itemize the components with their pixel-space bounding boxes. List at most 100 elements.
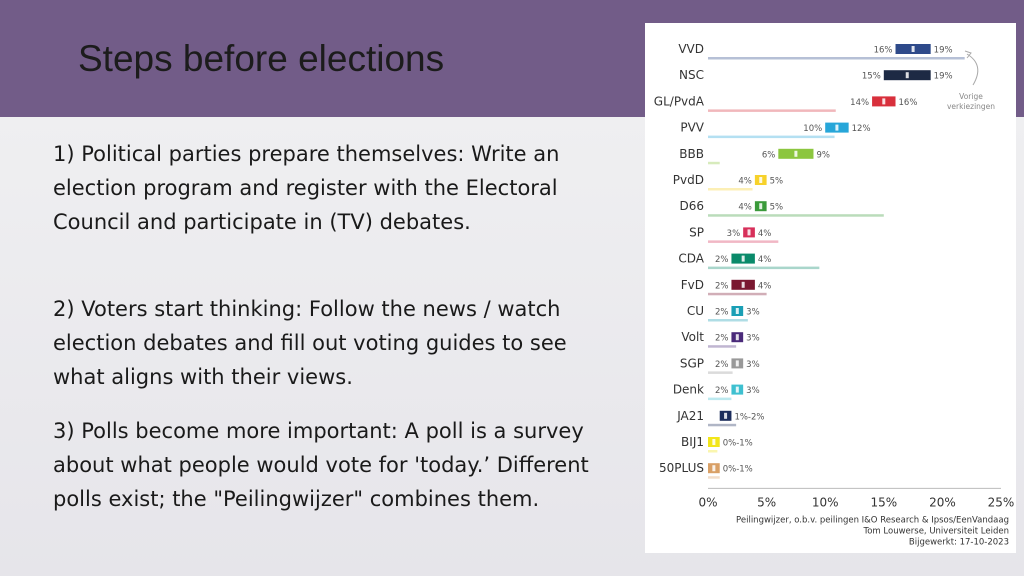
range-high-label: 3%	[746, 308, 760, 318]
range-high-label: 12%	[852, 124, 871, 134]
party-label: D66	[679, 199, 704, 213]
previous-election-bar	[708, 109, 836, 112]
range-low-label: 2%	[715, 281, 729, 291]
poll-midpoint-mark	[735, 334, 739, 341]
previous-election-bar	[708, 476, 720, 479]
poll-midpoint-mark	[911, 46, 915, 52]
previous-election-bar	[708, 345, 737, 348]
previous-election-bar	[708, 397, 732, 401]
poll-midpoint-mark	[747, 229, 751, 236]
range-high-label: 3%	[746, 334, 760, 344]
previous-election-bar	[708, 161, 720, 165]
annotation-label-line2: verkiezingen	[947, 102, 995, 111]
previous-election-bar	[708, 240, 779, 243]
range-high-label: 4%	[758, 255, 772, 265]
party-label: FvD	[681, 278, 704, 292]
range-high-label: 4%	[758, 229, 772, 239]
chart-credit-line: Peilingwijzer, o.b.v. peilingen I&O Rese…	[736, 515, 1009, 525]
range-low-label: 14%	[850, 98, 869, 108]
party-label: 50PLUS	[659, 461, 704, 475]
poll-chart-panel: VVD 16% 19% NSC 15% 19% GL/PvdA 14% 16% PVV 10% 12%…	[645, 23, 1016, 553]
annotation-arrow	[966, 53, 979, 86]
party-label: JA21	[676, 409, 704, 423]
poll-midpoint-mark	[712, 465, 716, 472]
previous-election-bar	[708, 319, 748, 322]
annotation-arrowhead	[964, 50, 972, 59]
party-label: GL/PvdA	[654, 94, 705, 108]
range-high-label: 3%	[746, 386, 760, 396]
annotation-label-line1: Vorige	[959, 92, 983, 101]
range-high-label: 5%	[770, 177, 784, 187]
range-low-label: 4%	[738, 203, 752, 213]
poll-midpoint-mark	[724, 412, 728, 419]
previous-election-bar	[708, 57, 965, 60]
range-low-label: 6%	[762, 150, 776, 160]
party-label: VVD	[678, 42, 704, 56]
party-label: BBB	[679, 147, 704, 161]
chart-credit-line: Bijgewerkt: 17-10-2023	[909, 537, 1009, 547]
poll-midpoint-mark	[741, 255, 745, 262]
range-high-label: 19%	[934, 46, 953, 56]
range-low-label: 2%	[715, 334, 729, 344]
party-label: NSC	[679, 68, 704, 82]
range-high-label: 1%-2%	[734, 412, 764, 422]
range-high-label: 4%	[758, 281, 772, 291]
poll-midpoint-mark	[759, 177, 763, 183]
range-high-label: 3%	[746, 360, 760, 370]
range-low-label: 2%	[715, 255, 729, 265]
paragraph-1: 1) Political parties prepare themselves:…	[53, 142, 560, 234]
party-label: Denk	[673, 383, 704, 397]
poll-midpoint-mark	[712, 439, 716, 445]
range-high-label: 19%	[934, 72, 953, 82]
range-low-label: 3%	[727, 229, 741, 239]
poll-midpoint-mark	[741, 281, 745, 288]
previous-election-bar	[708, 371, 733, 374]
party-label: CU	[687, 304, 704, 318]
poll-midpoint-mark	[735, 308, 739, 314]
party-label: BIJ1	[681, 435, 704, 449]
party-label: PvdD	[673, 173, 704, 187]
party-label: SP	[689, 225, 704, 239]
previous-election-bar	[708, 292, 767, 296]
previous-election-bar	[708, 450, 718, 453]
chart-credit-line: Tom Louwerse, Universiteit Leiden	[862, 526, 1009, 536]
range-high-label: 16%	[899, 98, 918, 108]
x-tick-label: 10%	[812, 495, 839, 509]
previous-election-bar	[708, 188, 753, 191]
range-high-label: 9%	[816, 150, 830, 160]
poll-midpoint-mark	[882, 98, 886, 105]
range-low-label: 10%	[803, 124, 822, 134]
slide-title: Steps before elections	[78, 38, 445, 79]
party-label: PVV	[680, 121, 704, 135]
x-tick-label: 5%	[757, 495, 776, 509]
previous-election-bar	[708, 135, 835, 139]
poll-chart: VVD 16% 19% NSC 15% 19% GL/PvdA 14% 16% PVV 10% 12%…	[654, 42, 1015, 547]
range-low-label: 15%	[862, 72, 881, 82]
party-label: Volt	[681, 330, 704, 344]
poll-midpoint-mark	[835, 124, 839, 131]
x-tick-label: 20%	[929, 495, 956, 509]
poll-midpoint-mark	[759, 203, 763, 210]
previous-election-bar	[708, 423, 737, 427]
x-tick-label: 25%	[988, 495, 1015, 509]
previous-election-bar	[708, 214, 884, 217]
range-low-label: 2%	[715, 386, 729, 396]
poll-midpoint-mark	[735, 386, 739, 393]
paragraph-3: 3) Polls become more important: A poll i…	[53, 419, 589, 511]
poll-midpoint-mark	[794, 150, 798, 157]
range-low-label: 2%	[715, 360, 729, 370]
party-label: CDA	[678, 252, 704, 266]
range-high-label: 0%-1%	[723, 439, 753, 449]
x-tick-label: 0%	[698, 495, 717, 509]
range-low-label: 2%	[715, 308, 729, 318]
poll-midpoint-mark	[735, 360, 739, 367]
range-high-label: 0%-1%	[723, 465, 753, 475]
range-high-label: 5%	[770, 203, 784, 213]
paragraph-2: 2) Voters start thinking: Follow the new…	[53, 297, 567, 389]
x-tick-label: 15%	[870, 495, 897, 509]
poll-midpoint-mark	[905, 72, 909, 79]
range-low-label: 4%	[738, 177, 752, 187]
previous-election-bar	[708, 266, 820, 270]
range-low-label: 16%	[874, 46, 893, 56]
party-label: SGP	[680, 356, 704, 370]
